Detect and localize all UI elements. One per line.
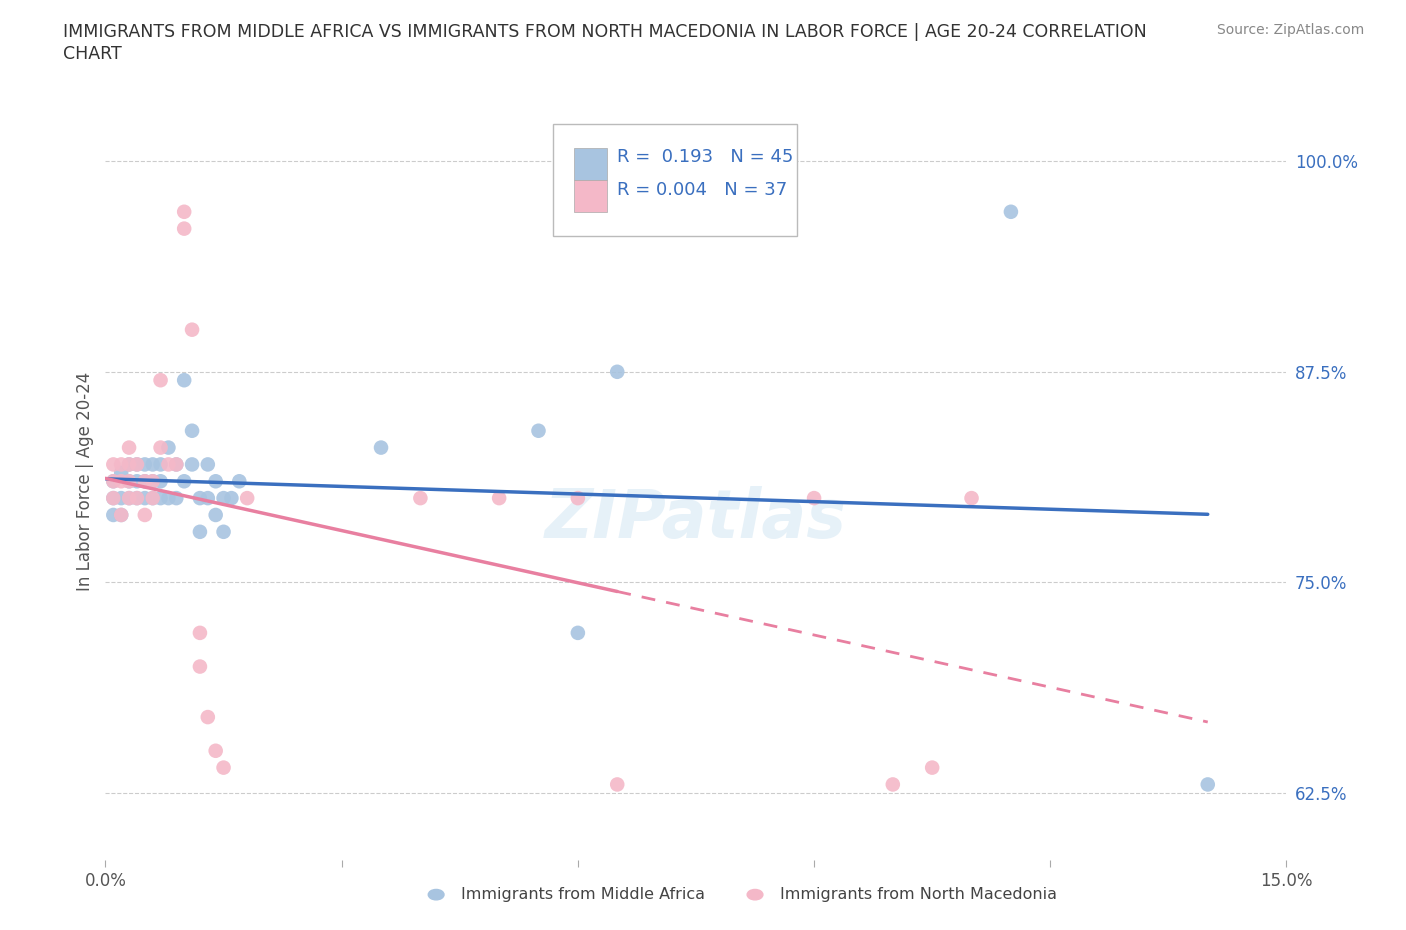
Text: Immigrants from North Macedonia: Immigrants from North Macedonia: [780, 887, 1057, 902]
Point: [110, 508, 132, 523]
Point: [204, 508, 226, 523]
Point: [134, 473, 156, 489]
Point: [118, 473, 141, 489]
Point: [197, 710, 219, 724]
Point: [173, 373, 195, 388]
Point: [103, 508, 125, 523]
Text: Source: ZipAtlas.com: Source: ZipAtlas.com: [1216, 23, 1364, 37]
Point: [118, 457, 141, 472]
Point: [149, 457, 172, 472]
Point: [142, 473, 165, 489]
Point: [188, 626, 211, 641]
Point: [181, 423, 204, 438]
Point: [125, 457, 148, 472]
Point: [118, 457, 141, 472]
Point: [134, 508, 156, 523]
Point: [188, 659, 211, 674]
Point: [149, 373, 172, 388]
Point: [221, 491, 243, 506]
Point: [125, 491, 148, 506]
Point: [118, 491, 141, 506]
Text: R = 0.004   N = 37: R = 0.004 N = 37: [617, 181, 787, 199]
Point: [188, 491, 211, 506]
Point: [212, 760, 235, 775]
Point: [921, 760, 943, 775]
Point: [118, 491, 141, 506]
Point: [606, 365, 628, 379]
Point: [236, 491, 259, 506]
Point: [157, 457, 180, 472]
Text: Immigrants from Middle Africa: Immigrants from Middle Africa: [461, 887, 706, 902]
Point: [110, 473, 132, 489]
Point: [567, 491, 589, 506]
Point: [882, 777, 904, 791]
Point: [142, 491, 165, 506]
Point: [103, 491, 125, 506]
Point: [803, 491, 825, 506]
Point: [110, 491, 132, 506]
Point: [228, 473, 250, 489]
Point: [157, 491, 180, 506]
Point: [118, 440, 141, 455]
Text: IMMIGRANTS FROM MIDDLE AFRICA VS IMMIGRANTS FROM NORTH MACEDONIA IN LABOR FORCE : IMMIGRANTS FROM MIDDLE AFRICA VS IMMIGRA…: [63, 23, 1147, 41]
Point: [149, 491, 172, 506]
Point: [181, 323, 204, 338]
Point: [149, 473, 172, 489]
Text: CHART: CHART: [63, 45, 122, 62]
Point: [103, 473, 125, 489]
Point: [125, 491, 148, 506]
Point: [142, 473, 165, 489]
Text: ZIPatlas: ZIPatlas: [546, 486, 846, 552]
Point: [125, 473, 148, 489]
Point: [409, 491, 432, 506]
Point: [173, 205, 195, 219]
Point: [173, 221, 195, 236]
Point: [488, 491, 510, 506]
Point: [197, 491, 219, 506]
Point: [960, 491, 983, 506]
Point: [103, 457, 125, 472]
Point: [188, 525, 211, 539]
Point: [110, 457, 132, 472]
Point: [134, 491, 156, 506]
Point: [212, 491, 235, 506]
Point: [110, 508, 132, 523]
Point: [165, 457, 187, 472]
Point: [370, 440, 392, 455]
Point: [181, 457, 204, 472]
Point: [606, 777, 628, 791]
Point: [103, 491, 125, 506]
Point: [197, 457, 219, 472]
Point: [1000, 205, 1022, 219]
Point: [204, 743, 226, 758]
Point: [142, 457, 165, 472]
Point: [165, 457, 187, 472]
Y-axis label: In Labor Force | Age 20-24: In Labor Force | Age 20-24: [76, 372, 94, 591]
Point: [134, 457, 156, 472]
Point: [157, 440, 180, 455]
Point: [125, 457, 148, 472]
Point: [103, 473, 125, 489]
Point: [118, 473, 141, 489]
Text: R =  0.193   N = 45: R = 0.193 N = 45: [617, 148, 793, 166]
Point: [567, 626, 589, 641]
Point: [173, 473, 195, 489]
Point: [212, 525, 235, 539]
Point: [165, 491, 187, 506]
Point: [204, 473, 226, 489]
Point: [1197, 777, 1219, 791]
Point: [149, 440, 172, 455]
Point: [527, 423, 550, 438]
Point: [110, 465, 132, 480]
Point: [142, 491, 165, 506]
Point: [134, 473, 156, 489]
